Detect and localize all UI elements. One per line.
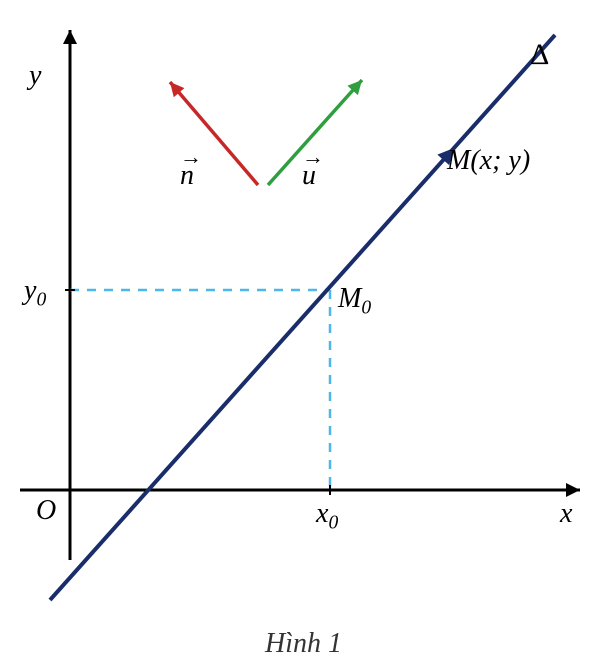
- figure-caption: Hình 1: [0, 628, 607, 660]
- point-m-label: M(x; y): [447, 145, 530, 177]
- x0-label: x0: [316, 498, 338, 535]
- point-m0-label: M0: [338, 283, 371, 320]
- origin-label: O: [36, 495, 56, 527]
- y-axis-label: y: [29, 60, 41, 92]
- x-axis-label: x: [560, 498, 572, 530]
- y0-label: y0: [24, 275, 46, 312]
- vector-n-label: → n: [180, 160, 194, 192]
- line-delta-label: Δ: [530, 38, 549, 72]
- diagram-canvas: [0, 0, 607, 669]
- vector-u-label: → u: [302, 160, 316, 192]
